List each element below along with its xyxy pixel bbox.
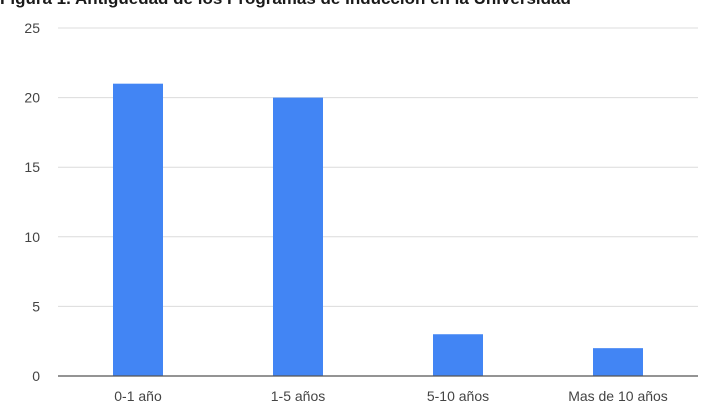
x-tick-label: 5-10 años	[427, 388, 489, 404]
x-tick-label: 1-5 años	[271, 388, 325, 404]
y-tick-label: 0	[32, 368, 40, 384]
x-tick-label: 0-1 año	[114, 388, 162, 404]
x-tick-labels: 0-1 año 1-5 años 5-10 años Mas de 10 años	[114, 388, 668, 404]
y-tick-labels: 0 5 10 15 20 25	[24, 20, 40, 384]
bar-3	[433, 334, 483, 376]
bars	[113, 83, 643, 377]
bar-1	[113, 83, 163, 377]
y-tick-label: 10	[24, 229, 40, 245]
chart-title: Figura 1. Antigüedad de los Programas de…	[0, 0, 704, 9]
bar-4	[593, 348, 643, 376]
y-tick-label: 25	[24, 20, 40, 36]
gridlines	[58, 27, 698, 307]
y-tick-label: 20	[24, 90, 40, 106]
x-tick-label: Mas de 10 años	[568, 388, 668, 404]
bar-2	[273, 97, 323, 376]
y-tick-label: 5	[32, 298, 40, 314]
y-tick-label: 15	[24, 159, 40, 175]
